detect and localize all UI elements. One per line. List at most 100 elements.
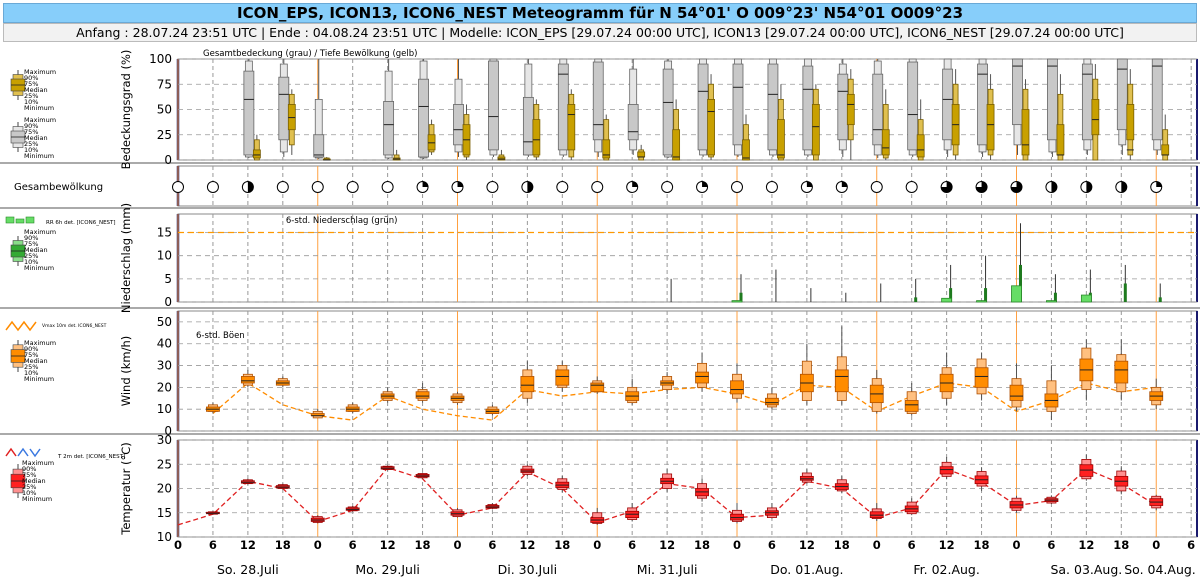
wind-box-inner [240,376,255,384]
precip-det-bar [731,300,743,303]
hour-tick-label: 18 [415,538,431,552]
temp-tick-label: 30 [157,433,172,447]
temp-tick-label: 10 [157,530,172,544]
wind-axis-label: Wind (km/h) [119,336,133,407]
cloud-total-box-inner [313,134,325,158]
hour-tick-label: 0 [453,538,461,552]
hour-tick-label: 0 [174,538,182,552]
legend-cloud-total-label: 90% [24,122,38,130]
wind-box-inner [765,397,779,406]
cloud-low-box-inner [777,119,785,159]
legend-wind-label: 90% [24,345,38,353]
legend-temp-label: 25% [22,483,36,491]
wind-box-inner [1114,360,1129,384]
cloud-symbol-fill [806,181,813,187]
cloud-total-box-inner [418,78,429,158]
legend-temp-det-line [5,447,17,457]
precip-marks [670,223,1162,303]
day-label: Sa. 03.Aug. [1050,562,1122,577]
cloud-symbol-fill [1121,181,1127,193]
cloud-low-box-inner [532,119,541,156]
hour-tick-label: 0 [873,538,881,552]
cloud-symbol [591,181,604,193]
legend-wind-label: Median [24,357,48,365]
cloud-total-box-inner [557,63,569,151]
wind-box-inner [974,367,989,388]
legend-precip-label: Maximum [24,228,56,236]
cloud-symbol [276,181,289,193]
legend-cloud-total-label: Median [24,134,48,142]
cloud-tick-label: 50 [157,103,172,117]
precip-axis-label: Niederschlag (mm) [119,203,133,313]
cloud-symbol-fill [1051,181,1057,193]
cloud-low-box-inner [986,104,995,151]
cloud-low-box-inner [1161,144,1170,156]
legend-cloud-total-label: 25% [24,140,38,148]
cloud-boxes [243,58,1170,161]
precip-det-bar [941,297,953,303]
temp-tick-label: 15 [157,506,172,520]
legend-temp-det-line [17,447,29,457]
legend-cloud-low-label: Minimum [24,104,54,112]
cloud-symbol-fill [422,181,429,187]
precip-ensemble-bar [1018,264,1022,302]
cloud-total-box-inner [1012,58,1023,126]
temp-box-inner [939,466,954,475]
hour-tick-label: 0 [314,538,322,552]
legend-wind-label: Maximum [24,339,56,347]
chart-title: ICON_EPS, ICON13, ICON6_NEST Meteogramm … [3,3,1197,23]
cloud-low-box-inner [811,104,820,156]
cloud-total-box-inner [977,63,988,146]
legend-precip-label: 25% [24,252,38,260]
cloud-low-box-inner [1091,99,1100,136]
cloud-total-box-inner [1081,63,1093,141]
legend-precip-label: 10% [24,258,38,266]
cloud-total-box-inner [1116,58,1128,131]
hour-tick-label: 18 [694,538,710,552]
hour-tick-label: 18 [834,538,850,552]
hour-tick-label: 18 [275,538,291,552]
cloud-low-box-inner [742,139,750,161]
wind-tick-label: 30 [157,359,172,373]
legend-temp-label: 10% [22,489,36,497]
cloud-low-box-inner [252,149,261,159]
precip-tick-label: 5 [164,272,172,286]
wind-box-inner [904,400,919,412]
wind-box-inner [695,371,709,384]
precip-tick-label: 15 [157,226,172,240]
legend-cloud-low-label: 10% [24,98,38,106]
day-label: So. 04.Aug. [1124,562,1196,577]
cloud-low-box-inner [602,139,611,159]
cloud-low-box-inner [637,151,646,158]
precip-ensemble-bar [1158,297,1162,302]
hour-tick-label: 6 [1187,538,1195,552]
hour-tick-label: 12 [240,538,256,552]
cloud-total-box-inner [697,63,709,151]
wind-box-inner [730,380,744,395]
wind-box-inner [415,391,430,399]
cloud-total-box-inner [767,63,779,151]
cloud-total-box-inner [872,73,884,146]
precip-ensemble-bar [739,292,743,302]
legend-precip-label: 75% [24,240,38,248]
cloud-tick-label: 0 [164,153,172,167]
legend-wind-label: 25% [24,363,38,371]
hour-tick-label: 18 [554,538,570,552]
legend-vmax-label: Vmax 10m det. ICON6_NEST [42,323,107,329]
cloud-symbol [346,181,359,193]
cloud-symbol [556,181,569,193]
temp-tick-label: 25 [157,457,172,471]
legend-wind-label: 10% [24,369,38,377]
legend-rr-det-swatch [25,216,35,224]
legend-temp-label: 75% [22,471,36,479]
temp-tick-label: 20 [157,482,172,496]
precip-tick-label: 0 [164,295,172,309]
day-label: Fr. 02.Aug. [913,562,979,577]
cloud-total-box-inner [837,73,849,141]
cloud-symbol [486,181,499,193]
precip-det-bar [1046,300,1057,303]
precip-panel-title: 6-std. Niederschlag (grün) [286,216,398,226]
cloud-low-box-inner [287,104,296,131]
legend-t2m-label: T 2m det. [ICON6_NEST] [57,454,125,460]
